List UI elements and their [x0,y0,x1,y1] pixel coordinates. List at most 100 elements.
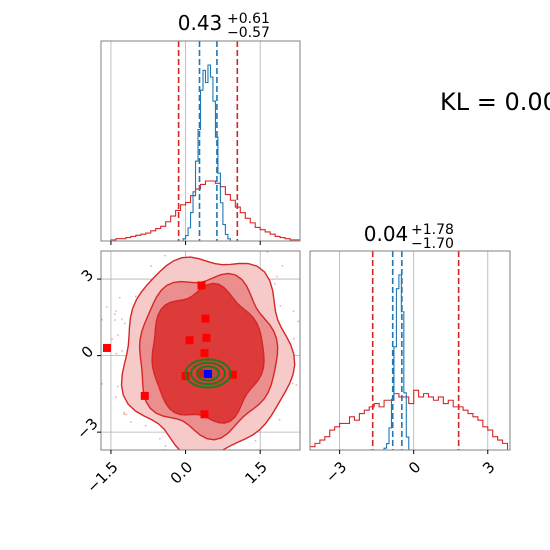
joint-mean-marker [203,369,212,378]
right-panel-title: 0.04 [364,222,409,246]
joint-scatter-dot [273,282,276,285]
joint-marker-point-0 [197,281,206,290]
joint-scatter-dot [101,318,103,321]
joint-marker-point-7 [140,391,149,400]
joint-scatter-dot [291,382,294,385]
joint-scatter-dot [303,291,305,293]
right-panel-grid [339,251,489,450]
joint-scatter-dot [124,322,126,325]
joint-scatter-dot [125,413,127,416]
top-panel-frame [100,40,301,242]
right-xtick-label-0: −3 [322,458,350,486]
joint-scatter-dot [266,251,269,253]
joint-scatter-dot [276,275,278,278]
joint-scatter-dot [212,474,214,476]
joint-scatter-dot [121,349,123,352]
joint-xtick-label-2: 1.5 [241,458,271,488]
top-panel-title: 0.43 [178,11,223,35]
joint-scatter-dot [123,411,126,414]
joint-scatter-dot [292,310,295,313]
top-reference-histogram [110,180,300,241]
joint-marker-point-2 [185,336,194,345]
top-panel-title-minus: −0.57 [227,25,270,41]
joint-scatter-dot [111,338,114,341]
right-xtick-label-1: 0 [405,458,424,477]
joint-scatter-dot [101,382,103,385]
joint-scatter-dot [163,463,165,465]
joint-scatter-dot [150,265,152,267]
joint-scatter-dot [117,334,119,337]
joint-panel-frame [100,250,301,451]
joint-scatter-dot [277,456,279,458]
joint-ytick-label-1: 0 [78,342,97,361]
joint-scatter-dot [165,467,167,469]
joint-ytick-label-0: −3 [73,414,101,442]
joint-scatter-dot [295,384,298,386]
joint-scatter-dot [204,474,206,476]
right-xtick-label-2: 3 [479,458,498,477]
top-panel-title-plus: +0.61 [227,11,270,27]
right-panel-title-plus: +1.78 [411,222,454,238]
joint-panel: −1.5 0.0 1.5 −3 0 3 [73,223,314,497]
joint-sample-contour-1 [190,361,226,386]
joint-ytick-label-2: 3 [78,266,97,285]
top-panel-quantile-lines [177,41,239,241]
joint-marker-point-5 [196,369,205,378]
joint-sample-contour-2 [184,358,232,389]
joint-scatter-dot [293,337,295,340]
joint-marker-point-1 [201,314,210,323]
joint-scatter-dot [183,232,185,234]
joint-marker-point-10 [228,370,237,379]
joint-scatter-dot [148,462,150,464]
joint-scatter-dot [312,347,314,349]
joint-scatter-dot [301,283,303,285]
joint-marker-point-4 [200,349,209,358]
joint-scatter-dot [214,225,216,227]
joint-scatter-dot [164,254,166,257]
top-sample-histogram [182,64,231,241]
joint-scatter-dot [194,223,196,225]
top-panel-histograms [110,64,300,241]
joint-scatter-dot [130,421,132,424]
marginal-panel-right: −3 0 3 0.04 +1.78 −1.70 [309,222,511,486]
right-panel-title-minus: −1.70 [411,236,454,252]
joint-scatter-dot [193,230,195,232]
joint-scatter-dot [202,456,204,458]
joint-scatter-dot [115,352,118,355]
right-panel-quantile-lines [371,251,460,450]
joint-scatter-dot [279,305,282,307]
joint-scatter-dot [113,313,116,316]
joint-scatter-dot [304,410,306,412]
right-reference-histogram [310,389,509,450]
right-sample-histogram [383,274,410,450]
joint-scatter-dot [123,413,125,416]
joint-scatter-dot [278,418,281,421]
joint-marker-point-6 [200,410,209,419]
joint-marker-point-3 [202,333,211,342]
joint-scatter-dot [105,306,108,308]
joint-scatter-dot [144,424,147,427]
joint-scatter-dot [134,295,137,298]
marginal-panel-top: 0.43 +0.61 −0.57 [100,11,301,245]
right-panel-ticks: −3 0 3 [322,450,499,486]
joint-scatter-dot [116,385,119,388]
joint-scatter-dot [115,310,118,312]
joint-scatter-dot [254,439,257,442]
joint-scatter-dot [227,245,229,247]
joint-xtick-label-0: −1.5 [83,458,121,496]
joint-scatter-dot [118,296,121,299]
top-panel-grid [110,41,261,241]
joint-panel-contours [101,223,314,476]
joint-scatter-dot [217,246,219,248]
joint-scatter-dot [297,320,300,323]
joint-scatter-dot [114,319,117,321]
joint-scatter-dot [115,396,117,399]
joint-scatter-dot [228,453,230,455]
top-panel-ticks [110,241,261,245]
joint-scatter-dot [281,264,284,267]
joint-scatter-dot [120,318,123,320]
right-panel-histograms [310,274,509,450]
joint-scatter-dot [198,248,200,250]
joint-marker-point-8 [102,343,111,352]
